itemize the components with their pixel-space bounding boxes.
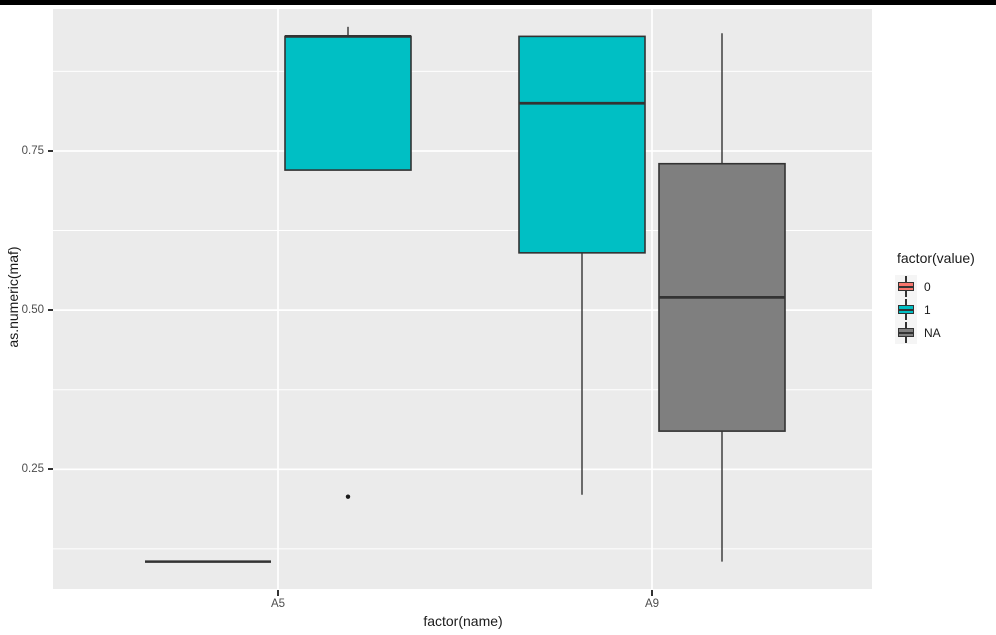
legend-key-boxplot-icon xyxy=(895,298,917,321)
y-tick-mark xyxy=(48,309,53,312)
x-tick-mark xyxy=(277,590,279,596)
legend-median-line xyxy=(898,286,914,288)
legend-item: 1 xyxy=(895,298,995,321)
legend-key-boxplot-icon xyxy=(895,275,917,298)
legend-title: factor(value) xyxy=(897,250,975,266)
legend-item: 0 xyxy=(895,275,995,298)
boxplot-canvas xyxy=(53,9,872,589)
legend-item-label: 0 xyxy=(924,279,931,294)
y-tick-label: 0.75 xyxy=(21,144,44,157)
y-tick-label: 0.25 xyxy=(21,463,44,476)
y-tick-label: 0.50 xyxy=(21,304,44,317)
legend-item-label: NA xyxy=(924,325,941,340)
legend-items: 0 1 NA xyxy=(895,275,995,344)
legend-median-line xyxy=(898,309,914,311)
window-top-border xyxy=(0,0,996,5)
x-tick-label: A9 xyxy=(644,598,660,610)
legend-item-label: 1 xyxy=(924,302,931,317)
legend-median-line xyxy=(898,332,914,334)
y-tick-mark xyxy=(48,468,53,471)
legend: factor(value) 0 1 NA xyxy=(895,250,995,344)
legend-key-boxplot-icon xyxy=(895,321,917,344)
x-tick-mark xyxy=(651,590,653,596)
y-axis-title: as.numeric(maf) xyxy=(5,246,21,348)
y-tick-mark xyxy=(48,149,53,152)
plot-panel xyxy=(53,9,872,589)
box-1 xyxy=(284,35,412,171)
legend-item: NA xyxy=(895,321,995,344)
x-tick-label: A5 xyxy=(270,598,286,610)
box-1 xyxy=(518,35,646,254)
outlier-point xyxy=(345,494,351,499)
x-axis-title: factor(name) xyxy=(423,613,503,629)
